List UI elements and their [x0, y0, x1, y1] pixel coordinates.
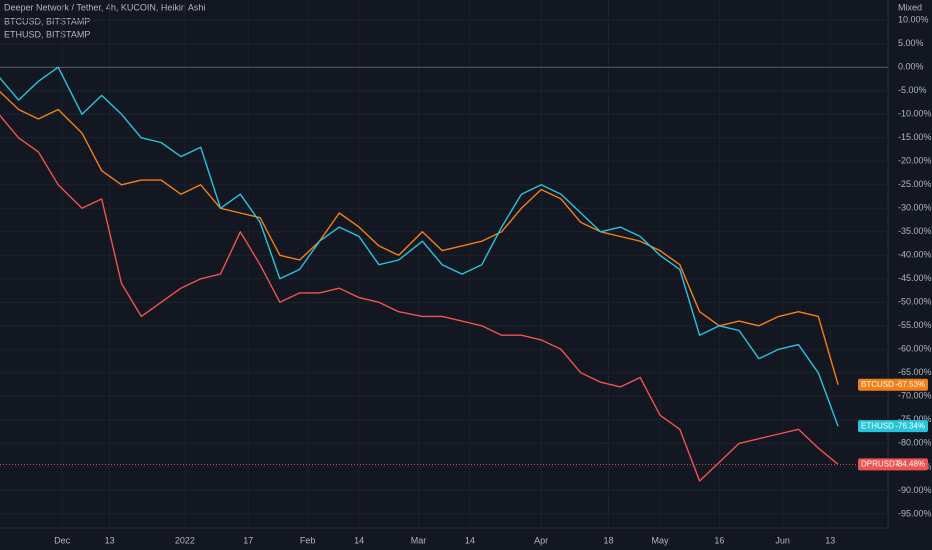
chip-value: -76.34% — [895, 421, 925, 430]
x-tick-label: 14 — [354, 535, 364, 545]
y-tick-label: -50.00% — [898, 297, 932, 307]
y-tick-label: -55.00% — [898, 320, 932, 330]
x-tick-label: Feb — [300, 535, 316, 545]
series-line — [0, 114, 839, 482]
x-tick-label: May — [651, 535, 669, 545]
y-tick-label: -40.00% — [898, 250, 932, 260]
chip-name: BTCUSD — [861, 380, 894, 389]
y-tick-label: -75.00% — [898, 414, 932, 424]
chart-title: Deeper Network / Tether, 4h, KUCOIN, Hei… — [4, 2, 205, 12]
legend-entry[interactable]: ETHUSD, BITSTAMP — [4, 29, 90, 39]
legend-entry[interactable]: BTCUSD, BITSTAMP — [4, 16, 90, 26]
x-tick-label: Apr — [534, 535, 548, 545]
y-tick-label: -80.00% — [898, 438, 932, 448]
y-tick-label: 0.00% — [898, 62, 924, 72]
chip-name: ETHUSD — [861, 421, 894, 430]
price-chip — [858, 420, 928, 433]
x-tick-label: Mar — [411, 535, 427, 545]
y-tick-label: -20.00% — [898, 156, 932, 166]
y-tick-label: -60.00% — [898, 344, 932, 354]
series-line — [0, 66, 839, 427]
x-tick-label: Dec — [54, 535, 71, 545]
x-tick-label: Jun — [775, 535, 790, 545]
price-chip — [858, 378, 928, 391]
y-tick-label: 5.00% — [898, 38, 924, 48]
grid — [0, 0, 888, 528]
y-tick-label: -25.00% — [898, 179, 932, 189]
x-tick-label: 16 — [714, 535, 724, 545]
chip-value: -84.48% — [895, 460, 925, 469]
y-tick-label: -30.00% — [898, 203, 932, 213]
y-tick-label: -35.00% — [898, 226, 932, 236]
x-tick-label: 13 — [105, 535, 115, 545]
x-tick-label: 14 — [465, 535, 475, 545]
price-chip — [858, 458, 928, 471]
x-tick-label: 13 — [825, 535, 835, 545]
series-line — [0, 90, 839, 385]
y-tick-label: -15.00% — [898, 132, 932, 142]
y-tick-label: -10.00% — [898, 109, 932, 119]
scale-mode[interactable]: Mixed — [898, 2, 922, 12]
y-tick-label: -95.00% — [898, 508, 932, 518]
chip-value: -67.53% — [895, 380, 925, 389]
x-tick-label: 18 — [603, 535, 613, 545]
y-tick-label: -70.00% — [898, 391, 932, 401]
x-tick-label: 2022 — [175, 535, 195, 545]
y-tick-label: 10.00% — [898, 15, 929, 25]
chip-name: DPRUSDT — [861, 460, 900, 469]
x-tick-label: 17 — [243, 535, 253, 545]
y-tick-label: -45.00% — [898, 273, 932, 283]
y-tick-label: -5.00% — [898, 85, 927, 95]
y-tick-label: -90.00% — [898, 485, 932, 495]
y-tick-label: -65.00% — [898, 367, 932, 377]
